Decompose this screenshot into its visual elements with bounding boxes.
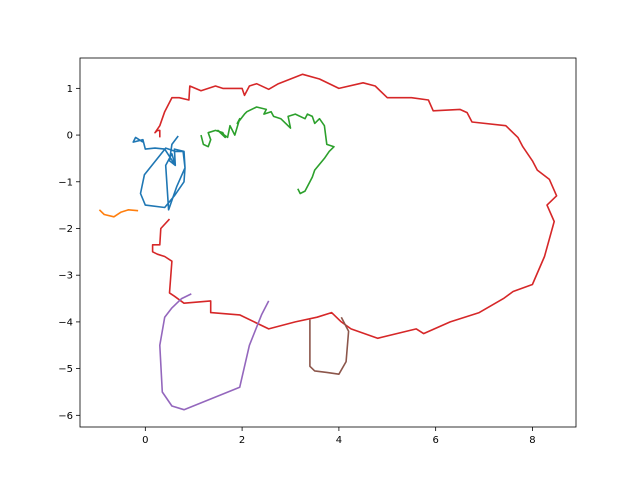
series-line-2	[98, 209, 139, 218]
x-tick-label: 6	[432, 435, 438, 446]
series-line-3	[200, 106, 335, 195]
plot-area	[80, 58, 576, 427]
series-layer	[98, 73, 558, 411]
plot-frame	[79, 57, 577, 428]
y-tick-label: −3	[58, 271, 73, 282]
y-tick-label: −1	[58, 177, 73, 188]
x-tick-label: 0	[142, 435, 148, 446]
x-tick-label: 8	[529, 435, 535, 446]
y-tick-label: −6	[58, 411, 73, 422]
y-tick-label: 0	[67, 131, 73, 142]
series-line-6	[309, 316, 350, 376]
y-tick-label: −4	[58, 317, 73, 328]
series-line-5	[159, 293, 270, 411]
tick-layer: 0 2 4 6 810−1−2−3−4−5−6	[58, 84, 535, 446]
x-tick-label: 4	[336, 435, 342, 446]
series-line-1	[132, 135, 186, 211]
y-tick-label: −2	[58, 224, 73, 235]
y-tick-label: −5	[58, 364, 73, 375]
x-tick-label: 2	[239, 435, 245, 446]
series-line-4	[151, 73, 558, 340]
y-tick-label: 1	[67, 84, 73, 95]
